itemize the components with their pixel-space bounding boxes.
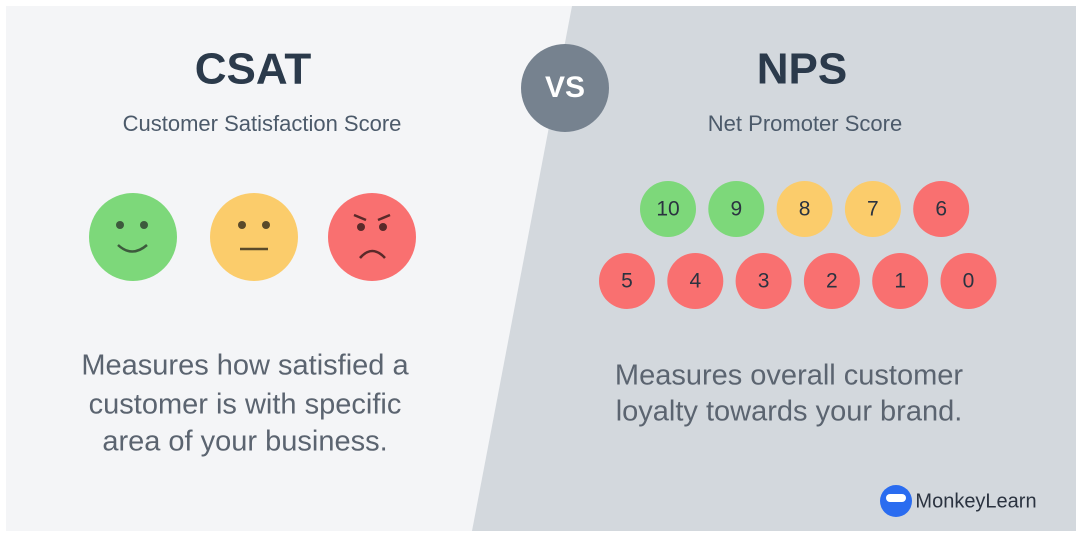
sad-face — [328, 193, 416, 281]
score-badge — [667, 253, 724, 309]
nps-title: NPS — [757, 45, 847, 94]
vs-label: VS — [545, 71, 585, 104]
brow — [377, 213, 391, 222]
score-label: 7 — [867, 198, 879, 221]
eye — [379, 223, 387, 231]
eye — [262, 221, 270, 229]
csat-description: area of your business. — [102, 426, 387, 458]
score-label: 0 — [963, 270, 975, 293]
score-label: 10 — [656, 198, 679, 221]
nps-scores: 10 9 8 7 65 4 3 2 1 0 — [599, 181, 997, 309]
csat-description: Measures how satisfied a — [81, 350, 409, 382]
score-label: 9 — [730, 198, 742, 221]
logo-visor — [886, 494, 906, 502]
happy-face — [89, 193, 177, 281]
eye — [238, 221, 246, 229]
face — [89, 193, 177, 281]
score-badge — [803, 253, 860, 309]
nps-description: Measures overall customer — [615, 360, 963, 392]
score-badge — [735, 253, 792, 309]
score-label: 8 — [799, 198, 811, 221]
nps-subtitle: Net Promoter Score — [708, 111, 902, 136]
vs-badge — [521, 44, 609, 132]
eye — [116, 221, 124, 229]
score-badge — [913, 181, 970, 237]
csat-title: CSAT — [195, 45, 312, 94]
mouth — [117, 244, 148, 253]
csat-description: customer is with specific — [89, 389, 402, 421]
score-badge — [872, 253, 929, 309]
score-badge — [844, 181, 901, 237]
eye — [357, 223, 365, 231]
face — [210, 193, 298, 281]
score-badge — [776, 181, 833, 237]
score-label: 4 — [689, 270, 701, 293]
csat-subtitle: Customer Satisfaction Score — [123, 111, 402, 136]
brand-logo — [880, 485, 912, 517]
mouth — [359, 249, 386, 259]
score-badge — [599, 253, 655, 309]
eye — [140, 221, 148, 229]
nps-description: loyalty towards your brand. — [616, 396, 963, 428]
score-badge — [708, 181, 765, 237]
neutral-face — [210, 193, 298, 281]
score-badge — [640, 181, 696, 237]
score-label: 5 — [621, 270, 633, 293]
score-badge — [940, 253, 997, 309]
brand-name: MonkeyLearn — [915, 490, 1036, 512]
face — [328, 193, 416, 281]
score-label: 1 — [894, 270, 906, 293]
score-label: 2 — [826, 270, 838, 293]
score-label: 3 — [758, 270, 770, 293]
brow — [353, 213, 367, 222]
score-label: 6 — [935, 198, 947, 221]
